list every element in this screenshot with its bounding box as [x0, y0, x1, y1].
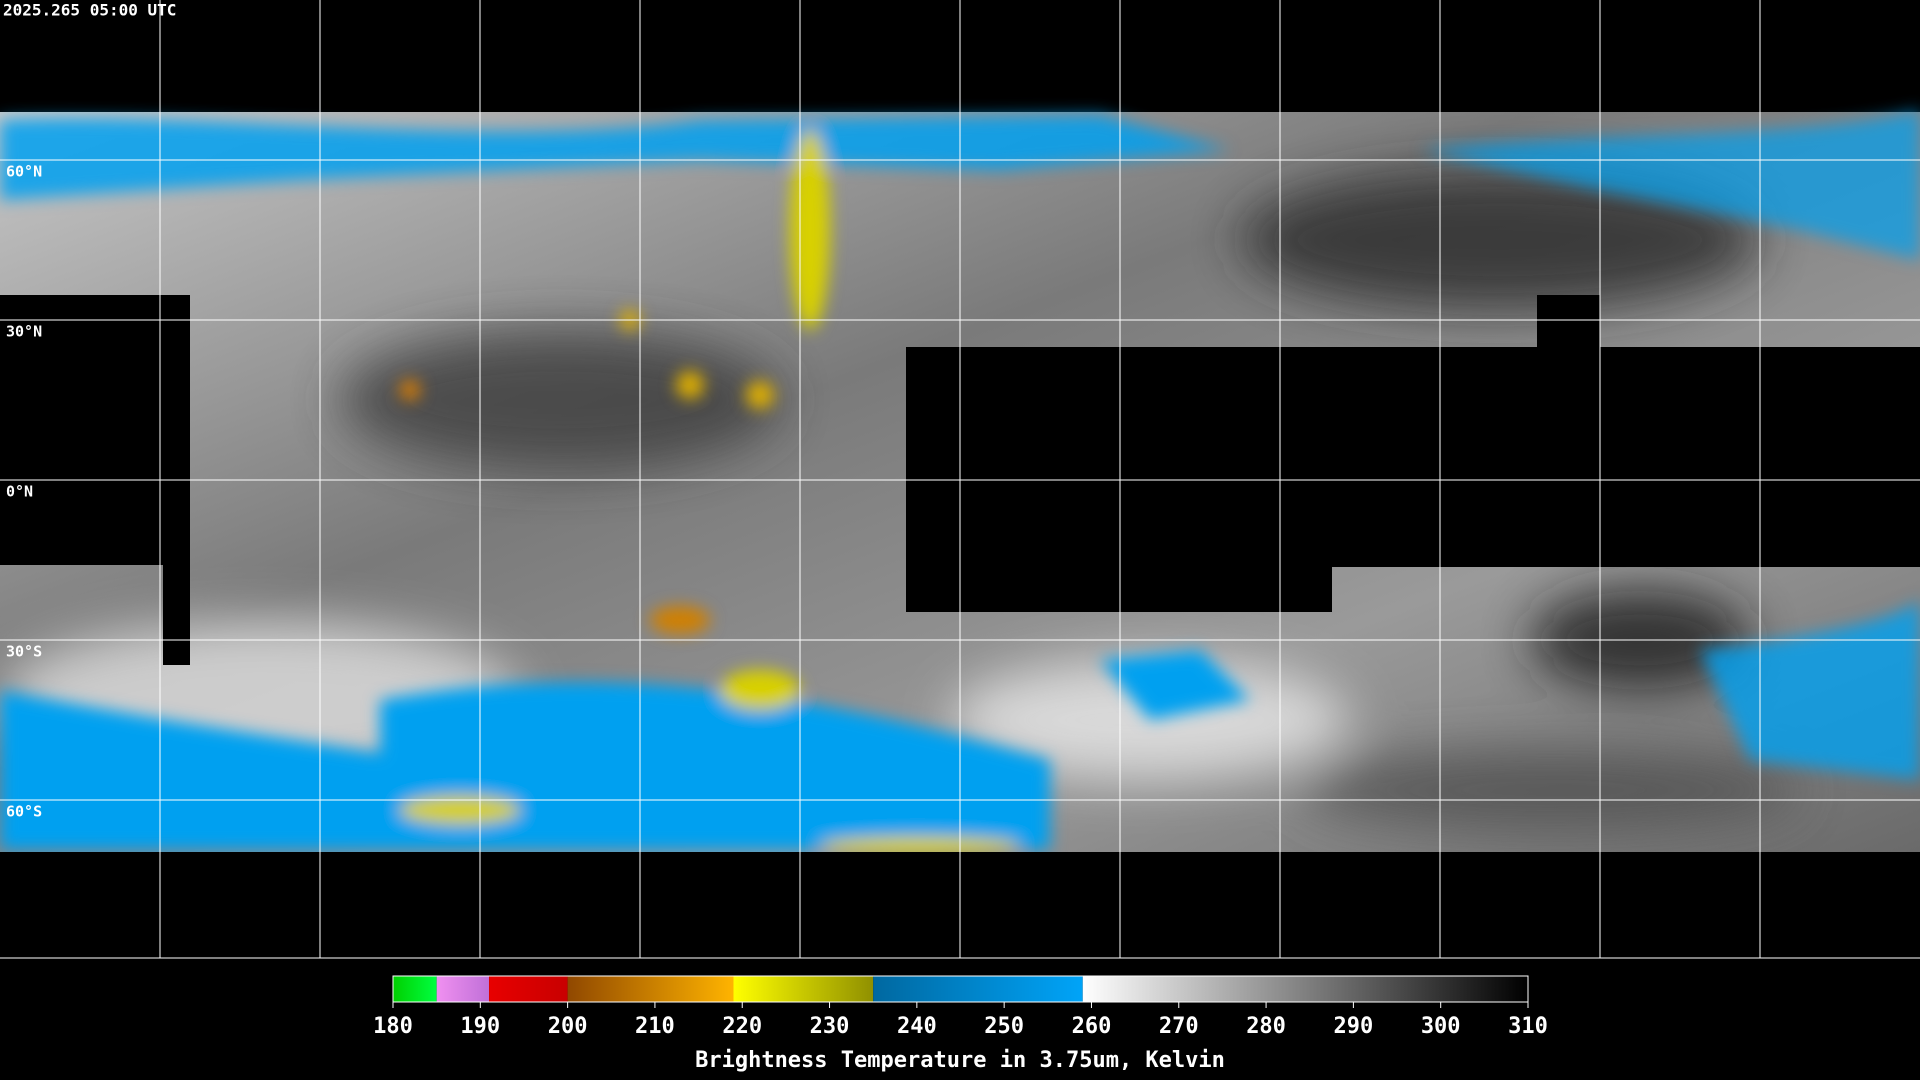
colorbar-segment [1082, 976, 1528, 1002]
colorbar-tick-label: 240 [897, 1014, 937, 1039]
colorbar-segment [873, 976, 1083, 1002]
latitude-label: 60°S [6, 803, 42, 821]
colorbar-frame [392, 975, 1529, 1003]
colorbar-tick-label: 310 [1508, 1014, 1548, 1039]
colorbar-tick-label: 200 [548, 1014, 588, 1039]
colorbar-segment [436, 976, 490, 1002]
colorbar-tick-label: 190 [460, 1014, 500, 1039]
colorbar-segment [489, 976, 568, 1002]
colorbar-tick-label: 220 [722, 1014, 762, 1039]
colorbar-tick-label: 300 [1421, 1014, 1461, 1039]
colorbar-segment [733, 976, 874, 1002]
colorbar-segment [393, 976, 437, 1002]
latitude-label: 30°N [6, 323, 42, 341]
colorbar-tick-label: 230 [810, 1014, 850, 1039]
timestamp: 2025.265 05:00 UTC [3, 1, 176, 20]
colorbar-tick-label: 290 [1334, 1014, 1374, 1039]
colorbar-title: Brightness Temperature in 3.75um, Kelvin [695, 1048, 1225, 1073]
colorbar-tick-label: 270 [1159, 1014, 1199, 1039]
colorbar-tick-label: 250 [984, 1014, 1024, 1039]
colorbar-tick-label: 280 [1246, 1014, 1286, 1039]
latitude-label: 60°N [6, 163, 42, 181]
colorbar-tick-label: 260 [1072, 1014, 1112, 1039]
colorbar-tick-label: 210 [635, 1014, 675, 1039]
colorbar-tick-label: 180 [373, 1014, 413, 1039]
latitude-label: 0°N [6, 483, 33, 501]
colorbar-segment [567, 976, 734, 1002]
latitude-label: 30°S [6, 643, 42, 661]
